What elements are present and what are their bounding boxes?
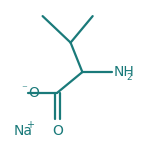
Text: O: O [52,124,63,138]
Text: O: O [29,86,39,100]
Text: +: + [26,120,34,130]
Text: ⁻: ⁻ [21,85,27,95]
Text: 2: 2 [127,73,132,82]
Text: NH: NH [113,65,134,79]
Text: Na: Na [13,124,32,138]
